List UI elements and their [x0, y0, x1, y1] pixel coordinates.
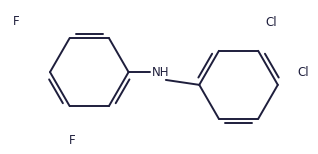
Text: F: F	[13, 14, 20, 28]
Text: F: F	[69, 134, 76, 147]
Text: NH: NH	[152, 66, 169, 79]
Text: Cl: Cl	[297, 66, 309, 79]
Text: Cl: Cl	[265, 16, 277, 30]
